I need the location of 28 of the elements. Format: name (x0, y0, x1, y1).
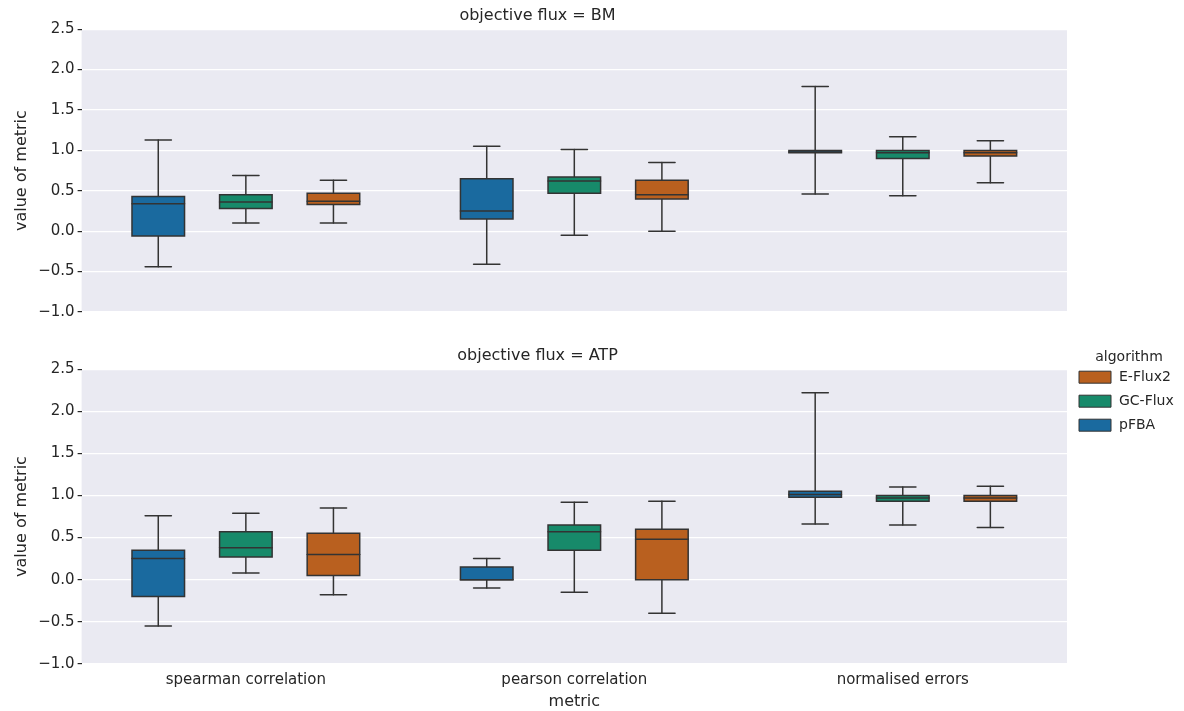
x-tick-label: pearson correlation (501, 669, 648, 688)
y-axis-title: value of metric (10, 456, 30, 577)
legend-label: E-Flux2 (1119, 367, 1171, 384)
chart-title: objective flux = ATP (457, 344, 619, 364)
y-tick-label: −1.0 (38, 653, 75, 672)
y-tick-label: −0.5 (38, 261, 75, 280)
y-tick-label: 2.5 (50, 19, 75, 38)
legend-label: pFBA (1119, 415, 1156, 432)
y-tick-label: 1.0 (50, 485, 75, 504)
y-tick-label: −1.0 (38, 301, 75, 320)
legend-title: algorithm (1095, 347, 1163, 364)
y-tick-label: 1.0 (50, 140, 75, 159)
y-tick-label: −0.5 (38, 611, 75, 630)
x-tick-label: normalised errors (836, 669, 970, 688)
y-tick-label: 0.5 (50, 527, 75, 546)
chart-title: objective flux = BM (459, 4, 616, 24)
x-axis-title: metric (548, 690, 601, 710)
y-tick-label: 2.5 (50, 359, 75, 378)
y-axis-title: value of metric (10, 110, 30, 232)
y-tick-label: 2.0 (50, 401, 75, 420)
x-tick-label: spearman correlation (165, 669, 326, 688)
y-tick-label: 1.5 (50, 99, 75, 118)
legend-label: GC-Flux (1119, 391, 1174, 408)
y-tick-label: 2.0 (50, 59, 75, 78)
y-tick-label: 1.5 (50, 443, 75, 462)
y-tick-label: 0.5 (50, 180, 75, 199)
y-tick-label: 0.0 (50, 221, 75, 240)
y-tick-label: 0.0 (50, 569, 75, 588)
